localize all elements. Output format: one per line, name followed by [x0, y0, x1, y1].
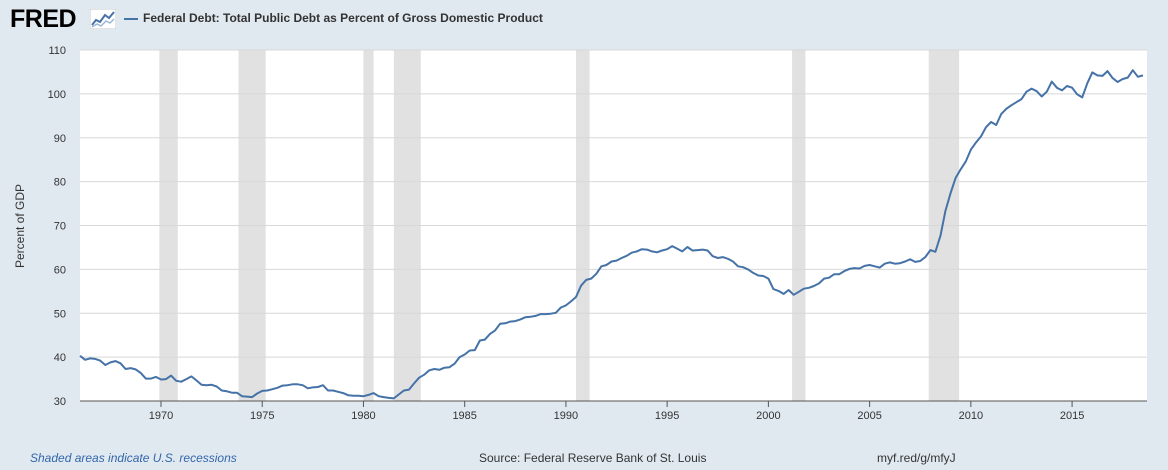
y-tick-label: 80 [54, 177, 66, 189]
fred-logo[interactable]: FRED [10, 5, 77, 33]
legend-series-label: Federal Debt: Total Public Debt as Perce… [143, 11, 543, 25]
short-url[interactable]: myf.red/g/mfyJ [877, 451, 956, 465]
x-axis-ticks: 1970 1975 1980 1985 1990 1995 2000 2005 2010 2015 [149, 401, 1084, 422]
y-tick-label: 110 [48, 45, 66, 57]
source-note: Source: Federal Reserve Bank of St. Loui… [479, 451, 707, 465]
y-tick-label: 100 [48, 89, 66, 101]
x-tick-label: 2010 [959, 410, 983, 422]
x-tick-label: 1975 [250, 410, 274, 422]
legend-series-swatch [124, 18, 138, 20]
chart-area[interactable]: 30 40 50 60 70 80 90 100 110 1970 1975 1980 1985 199… [0, 0, 1168, 450]
series-line[interactable] [79, 69, 1144, 400]
x-tick-label: 1985 [452, 410, 476, 422]
x-tick-label: 1970 [149, 410, 173, 422]
y-axis-label: Percent of GDP [13, 184, 27, 268]
y-tick-label: 60 [54, 264, 66, 276]
series-points [79, 70, 1143, 399]
y-tick-label: 30 [54, 396, 66, 408]
recession-note: Shaded areas indicate U.S. recessions [30, 451, 237, 465]
y-tick-label: 70 [54, 221, 66, 233]
y-tick-label: 50 [54, 308, 66, 320]
y-axis-ticks: 30 40 50 60 70 80 90 100 110 [48, 45, 66, 408]
x-tick-label: 2000 [756, 410, 780, 422]
x-tick-label: 1990 [554, 410, 578, 422]
y-tick-label: 90 [54, 133, 66, 145]
x-tick-label: 1995 [655, 410, 679, 422]
x-tick-label: 2005 [857, 410, 881, 422]
y-tick-label: 40 [54, 352, 66, 364]
fred-logo-graph-icon [90, 9, 116, 29]
chart-footer: Shaded areas indicate U.S. recessions So… [0, 450, 1168, 468]
x-tick-label: 2015 [1060, 410, 1084, 422]
chart-header: FRED Federal Debt: Total Public Debt as … [0, 0, 1168, 40]
grid-lines [80, 49, 1147, 358]
x-tick-label: 1980 [351, 410, 375, 422]
